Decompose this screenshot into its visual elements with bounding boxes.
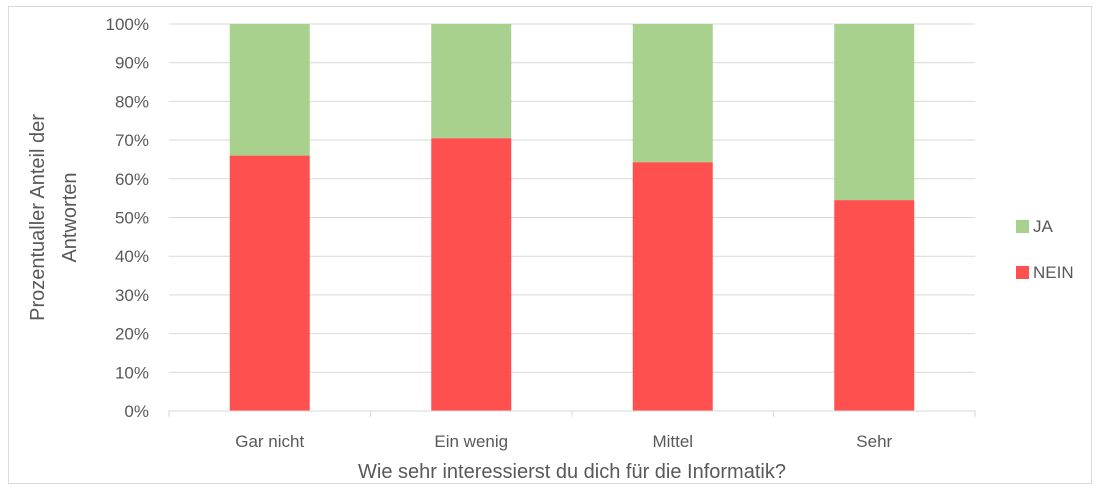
- y-tick-label: 10%: [115, 363, 149, 382]
- legend-label-ja: JA: [1033, 217, 1054, 236]
- legend-swatch-ja: [1016, 220, 1029, 233]
- x-tick-label: Ein wenig: [434, 432, 508, 451]
- bar-nein-1: [431, 138, 512, 412]
- bar-nein-2: [632, 162, 713, 411]
- x-tick-labels: Gar nicht Ein wenig Mittel Sehr: [235, 432, 892, 451]
- y-tick-label: 90%: [115, 54, 149, 73]
- y-tick-label: 20%: [115, 325, 149, 344]
- x-tick-label: Sehr: [856, 432, 892, 451]
- bar-ja-0: [229, 24, 310, 156]
- y-tick-label: 60%: [115, 170, 149, 189]
- x-axis-tick-marks: [168, 411, 976, 417]
- legend-swatch-nein: [1016, 266, 1029, 279]
- x-axis-title: Wie sehr interessierst du dich für die I…: [358, 461, 786, 483]
- y-tick-label: 40%: [115, 247, 149, 266]
- bar-nein-3: [834, 200, 915, 411]
- y-tick-label: 80%: [115, 92, 149, 111]
- bar-ja-3: [834, 24, 915, 201]
- y-tick-label: 100%: [106, 15, 149, 34]
- legend-label-nein: NEIN: [1033, 263, 1074, 282]
- x-tick-label: Gar nicht: [235, 432, 304, 451]
- y-axis-title-line-1: Prozentualler Anteil der: [27, 114, 49, 321]
- x-tick-label: Mittel: [652, 432, 693, 451]
- y-tick-label: 30%: [115, 286, 149, 305]
- bar-nein-0: [229, 155, 310, 411]
- bars: [229, 24, 915, 412]
- y-axis-title-line-2: Antworten: [59, 172, 81, 262]
- y-tick-label: 70%: [115, 131, 149, 150]
- bar-ja-1: [431, 24, 512, 139]
- bar-ja-2: [632, 24, 713, 163]
- y-tick-labels: 0% 10% 20% 30% 40% 50% 60% 70% 80% 90% 100%: [106, 15, 149, 421]
- y-tick-label: 50%: [115, 209, 149, 228]
- y-tick-label: 0%: [124, 402, 149, 421]
- legend: JA NEIN: [1016, 217, 1074, 282]
